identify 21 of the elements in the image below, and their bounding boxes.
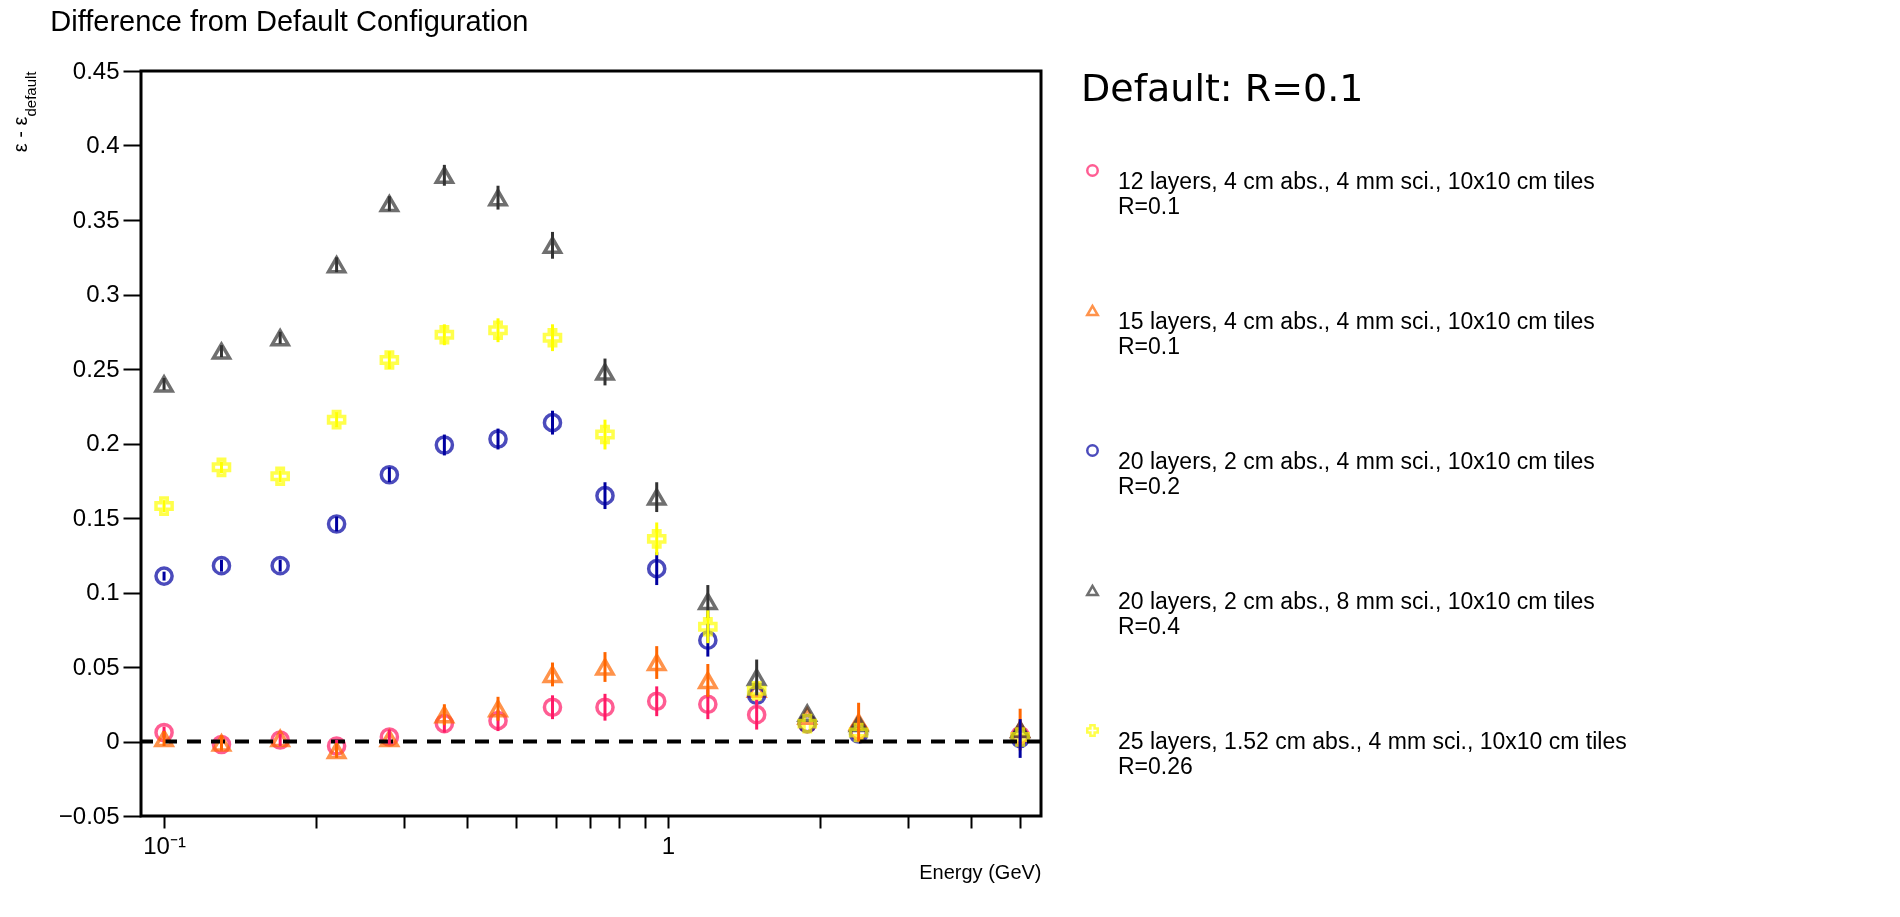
legend-label: 20 layers, 2 cm abs., 4 mm sci., 10x10 cm tiles R=0.2	[1118, 447, 1595, 499]
x-tick-label: 1	[661, 831, 676, 859]
legend-label: 25 layers, 1.52 cm abs., 4 mm sci., 10x10 cm tiles R=0.26	[1118, 727, 1627, 779]
legend-label: 15 layers, 4 cm abs., 4 mm sci., 10x10 cm tiles R=0.1	[1118, 307, 1595, 359]
legend-label: 20 layers, 2 cm abs., 8 mm sci., 10x10 cm tiles R=0.4	[1118, 587, 1595, 639]
y-tick-label: 0.05	[72, 652, 120, 680]
y-tick-label: −0.05	[58, 801, 120, 829]
y-tick-label: 0.15	[72, 503, 120, 531]
legend-title: Default: R=0.1	[1081, 66, 1364, 110]
y-tick-label: 0.2	[86, 429, 120, 456]
y-tick-label: 0.45	[72, 56, 120, 84]
legend-label: 12 layers, 4 cm abs., 4 mm sci., 10x10 cm tiles R=0.1	[1118, 167, 1595, 219]
y-tick-label: 0.4	[86, 131, 120, 158]
x-axis-title: Energy (GeV)	[919, 860, 1042, 883]
y-tick-label: 0.1	[86, 578, 120, 605]
y-tick-label: 0	[106, 727, 120, 754]
y-tick-label: 0.3	[86, 280, 120, 307]
y-tick-label: 0.25	[72, 354, 120, 382]
chart-title: Difference from Default Configuration	[50, 5, 529, 37]
y-tick-label: 0.35	[72, 205, 120, 233]
x-tick-label: 10⁻¹	[143, 831, 186, 859]
